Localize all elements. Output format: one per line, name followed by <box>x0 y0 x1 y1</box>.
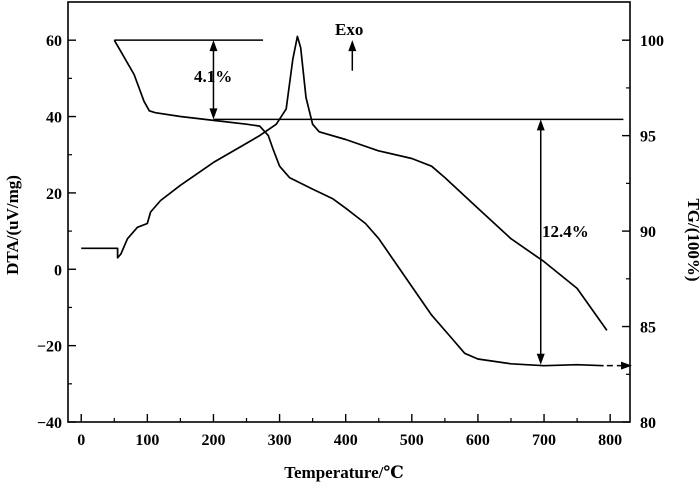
left-tick-label: −20 <box>37 339 62 356</box>
left-tick-label: 60 <box>46 33 62 50</box>
x-tick-label: 700 <box>532 432 556 449</box>
dta-curve <box>81 35 608 331</box>
x-axis-label: Temperature/℃ <box>284 463 404 482</box>
right-tick-label: 80 <box>640 415 656 432</box>
x-axis-ticks: 0 100 200 300 400 500 600 700 800 <box>77 414 622 449</box>
right-axis-ticks: 80 85 90 95 100 <box>622 33 664 432</box>
right-tick-label: 90 <box>640 224 656 241</box>
x-tick-label: 0 <box>77 432 85 449</box>
right-tick-label: 95 <box>640 129 656 146</box>
x-tick-label: 400 <box>334 432 358 449</box>
x-tick-label: 300 <box>268 432 292 449</box>
left-axis-label: DTA/(uV/mg) <box>3 175 22 275</box>
mass-loss-1-label: 4.1% <box>194 67 232 86</box>
plot-border <box>67 1 631 423</box>
x-tick-label: 800 <box>598 432 622 449</box>
left-tick-label: −40 <box>37 415 62 432</box>
x-tick-label: 600 <box>466 432 490 449</box>
annotation-group <box>114 39 632 370</box>
right-tick-label: 85 <box>640 320 656 337</box>
tg-curve <box>113 39 604 367</box>
exo-label: Exo <box>335 20 363 39</box>
x-tick-label: 200 <box>201 432 225 449</box>
left-tick-label: 20 <box>46 186 62 203</box>
mass-loss-2-arrow-head-top <box>536 119 545 131</box>
exo-arrow-head <box>348 40 357 52</box>
left-tick-label: 0 <box>54 262 62 279</box>
mass-loss-1-arrow-head-top <box>209 40 218 52</box>
series-group <box>81 35 608 367</box>
x-tick-label: 500 <box>400 432 424 449</box>
left-axis-ticks: −40 −20 0 20 40 60 <box>37 33 76 432</box>
mass-loss-1-arrow-head-bottom <box>209 108 218 120</box>
plot-frame <box>67 1 631 423</box>
right-axis-label: TG/(100%) <box>684 198 700 281</box>
x-tick-label: 100 <box>135 432 159 449</box>
left-tick-label: 40 <box>46 110 62 127</box>
mass-loss-2-label: 12.4% <box>542 222 589 241</box>
tg-tail-arrow-head <box>621 361 632 370</box>
mass-loss-2-arrow-head-bottom <box>536 353 545 365</box>
right-tick-label: 100 <box>640 33 664 50</box>
